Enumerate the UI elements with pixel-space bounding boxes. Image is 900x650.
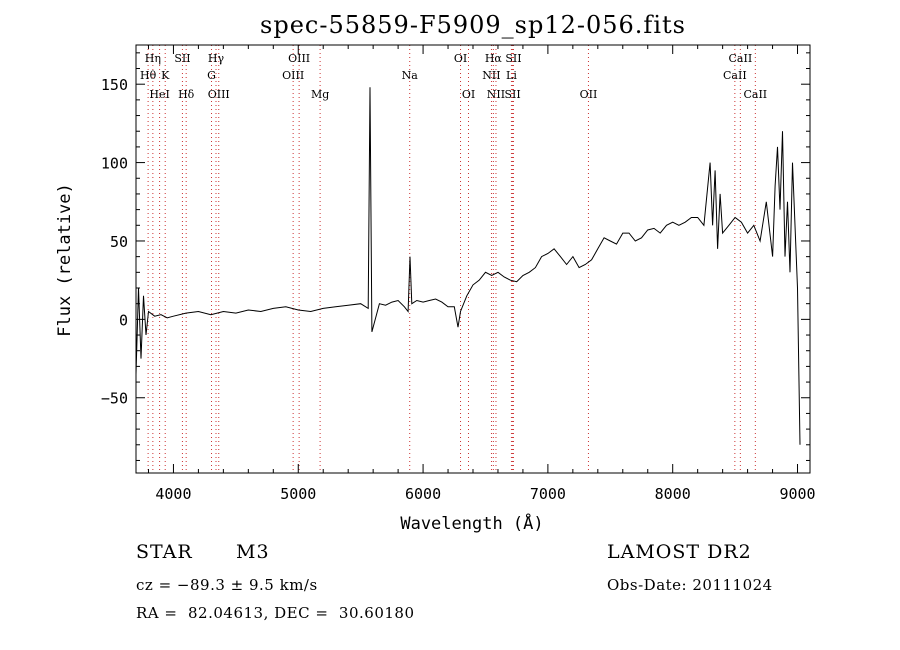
- line-label: Mg: [311, 88, 329, 101]
- line-label: Na: [402, 69, 419, 82]
- x-tick-label: 4000: [155, 485, 191, 503]
- y-tick-label: 100: [101, 155, 128, 173]
- redshift-velocity: cz = −89.3 ± 9.5 km/s: [136, 576, 318, 594]
- x-tick-label: 8000: [655, 485, 691, 503]
- line-label: NII: [487, 88, 505, 101]
- line-label: Hγ: [208, 52, 225, 65]
- line-label: OIII: [288, 52, 310, 65]
- y-tick-label: 50: [110, 233, 128, 251]
- line-label: Li: [506, 69, 517, 82]
- emission-line-markers: [147, 45, 756, 473]
- spectrum-series: [135, 87, 801, 445]
- line-label: NII: [482, 69, 500, 82]
- line-label: Hα: [485, 52, 503, 65]
- chart-title: spec-55859-F5909_sp12-056.fits: [260, 11, 686, 39]
- x-tick-label: 9000: [779, 485, 815, 503]
- line-label: CaII: [729, 52, 753, 65]
- x-tick-label: 6000: [405, 485, 441, 503]
- y-tick-label: 150: [101, 76, 128, 94]
- line-label: HeI: [149, 88, 169, 101]
- line-label: SII: [174, 52, 190, 65]
- axis-ticks: 4000 5000 6000 7000 8000 9000 −50 0 50 100 150: [101, 45, 816, 503]
- x-tick-label: 7000: [530, 485, 566, 503]
- line-label: OI: [462, 88, 475, 101]
- line-label: OII: [580, 88, 598, 101]
- plot-frame: [135, 44, 811, 474]
- line-label: CaII: [723, 69, 747, 82]
- object-class: STAR: [136, 541, 193, 563]
- line-label: Hη: [145, 52, 161, 65]
- line-label: SII: [504, 88, 520, 101]
- survey-name: LAMOST DR2: [607, 541, 752, 563]
- sky-coordinates: RA = 82.04613, DEC = 30.60180: [136, 604, 415, 622]
- y-tick-label: −50: [101, 390, 128, 408]
- line-label: OIII: [208, 88, 230, 101]
- observation-date: Obs-Date: 20111024: [607, 576, 773, 594]
- line-label: K: [161, 69, 170, 82]
- y-axis-label: Flux (relative): [55, 183, 75, 337]
- line-label: SII: [505, 52, 521, 65]
- object-subclass: M3: [236, 541, 270, 563]
- line-label: Hδ: [178, 88, 195, 101]
- spectrum-line: [135, 87, 801, 445]
- line-label: CaII: [743, 88, 767, 101]
- line-label: G: [207, 69, 216, 82]
- line-label: Hθ: [140, 69, 157, 82]
- x-tick-label: 5000: [280, 485, 316, 503]
- line-label: OI: [454, 52, 467, 65]
- line-label: OIII: [282, 69, 304, 82]
- y-tick-label: 0: [119, 311, 128, 329]
- x-axis-label: Wavelength (Å): [400, 512, 543, 534]
